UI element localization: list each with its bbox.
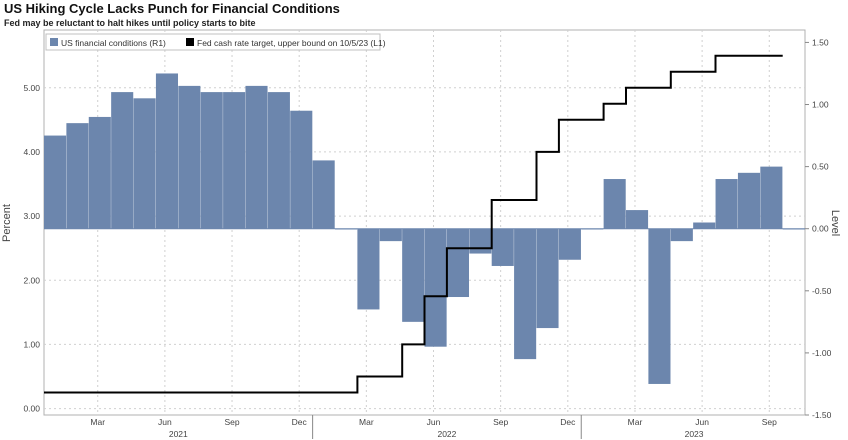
legend: US financial conditions (R1) Fed cash ra… (45, 33, 386, 51)
y-right-tick-label: 1.50 (812, 37, 829, 47)
y-left-tick-label: 0.00 (23, 404, 40, 414)
x-month-label: Jun (695, 417, 709, 427)
financial-conditions-bar (267, 92, 290, 229)
y-right-tick-label: 0.50 (812, 162, 829, 172)
y-axis-left-label: Percent (1, 204, 13, 242)
fed-funds-step-line (44, 54, 783, 394)
y-left-tick-label: 5.00 (23, 83, 40, 93)
y-left-tick-label: 3.00 (23, 211, 40, 221)
x-year-label: 2021 (169, 429, 188, 439)
financial-conditions-bar (44, 135, 67, 229)
financial-conditions-bar (469, 228, 492, 254)
x-month-label: Dec (560, 417, 576, 427)
y-left-tick-label: 2.00 (23, 275, 40, 285)
financial-conditions-bar (760, 166, 783, 229)
financial-conditions-bar (312, 160, 335, 229)
financial-conditions-bar (88, 116, 111, 229)
chart-subtitle: Fed may be reluctant to halt hikes until… (4, 18, 256, 28)
financial-conditions-bar (670, 228, 693, 242)
financial-conditions-bar (446, 228, 470, 298)
financial-conditions-bar (536, 228, 559, 329)
legend-swatch-fed-funds (186, 38, 194, 46)
y-right-tick-label: -1.50 (812, 410, 832, 420)
financial-conditions-bar (603, 179, 626, 229)
x-month-label: Jun (427, 417, 441, 427)
financial-conditions-bar (357, 228, 380, 310)
financial-conditions-bar (245, 85, 268, 229)
legend-label-fed-funds: Fed cash rate target, upper bound on 10/… (197, 38, 386, 48)
legend-label-financial-conditions: US financial conditions (R1) (61, 38, 166, 48)
financial-conditions-bar (379, 228, 402, 242)
y-left-tick-label: 4.00 (23, 147, 40, 157)
financial-conditions-bar (155, 73, 179, 229)
y-right-tick-label: -1.00 (812, 348, 832, 358)
financial-conditions-bar (111, 92, 134, 229)
x-month-label: Mar (359, 417, 374, 427)
chart-title: US Hiking Cycle Lacks Punch for Financia… (4, 1, 340, 16)
financial-conditions-bar (200, 92, 223, 229)
y-right-tick-label: -0.50 (812, 286, 832, 296)
x-month-label: Sep (493, 417, 508, 427)
x-year-label: 2022 (437, 429, 456, 439)
financial-conditions-bar (66, 123, 89, 229)
financial-conditions-bar (424, 228, 447, 347)
y-left-tick-label: 1.00 (23, 339, 40, 349)
financial-conditions-bar (693, 222, 716, 229)
financial-conditions-bar (402, 228, 425, 322)
x-month-label: Mar (628, 417, 643, 427)
x-year-label: 2023 (685, 429, 704, 439)
legend-box (45, 33, 381, 51)
y-right-tick-label: 1.00 (812, 100, 829, 110)
financial-conditions-bar (514, 228, 537, 360)
legend-swatch-financial-conditions (50, 38, 58, 46)
financial-conditions-bar (223, 92, 246, 229)
x-month-label: Jun (158, 417, 172, 427)
financial-conditions-bar (558, 228, 581, 260)
y-axis-right-label: Level (829, 210, 841, 236)
x-month-label: Sep (224, 417, 239, 427)
financial-conditions-bar (737, 172, 761, 229)
financial-conditions-bar (178, 85, 201, 229)
financial-conditions-bar (648, 228, 671, 384)
financial-conditions-bar (715, 179, 738, 229)
financial-conditions-bar (133, 98, 156, 229)
x-month-label: Sep (762, 417, 777, 427)
financial-conditions-bar (491, 228, 514, 266)
financial-conditions-series (44, 73, 805, 384)
x-month-label: Dec (292, 417, 308, 427)
financial-conditions-bar (290, 110, 313, 229)
y-right-tick-label: 0.00 (812, 224, 829, 234)
x-month-label: Mar (90, 417, 105, 427)
tick-labels: 0.00 1.00 2.00 3.00 4.00 5.00 -1.50 -1.00 -0.50 0… (23, 37, 832, 439)
financial-conditions-bar (626, 210, 649, 229)
